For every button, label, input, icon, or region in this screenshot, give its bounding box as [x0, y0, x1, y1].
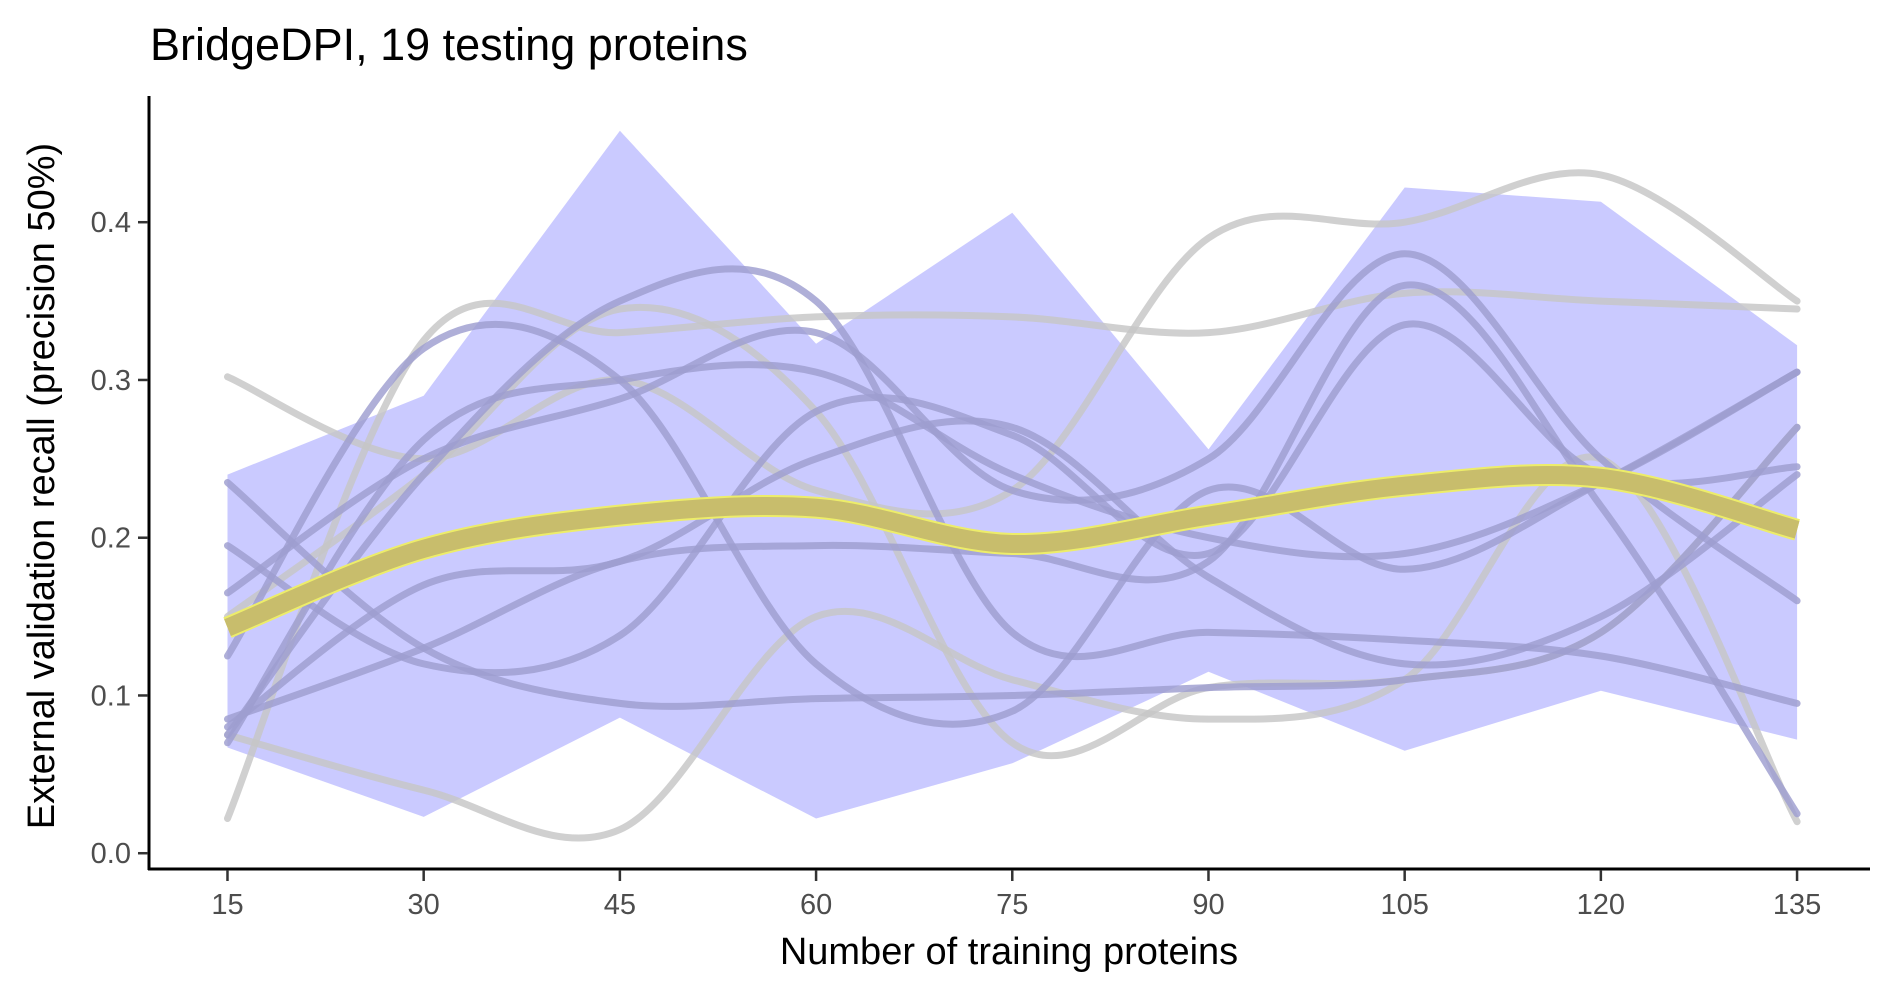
x-tick-label: 60 — [800, 889, 832, 921]
x-tick-label: 105 — [1380, 889, 1428, 921]
series-line-3 — [224, 453, 1801, 842]
series-line-10 — [224, 417, 1801, 731]
x-tick-label: 75 — [996, 889, 1028, 921]
series-line-2 — [224, 288, 1801, 822]
x-tick-label: 45 — [604, 889, 636, 921]
y-axis-ticks: 0.0 0.1 0.2 0.3 0.4 — [91, 207, 148, 870]
x-axis-label: Number of training proteins — [780, 931, 1238, 973]
series-line-7 — [224, 250, 1801, 605]
plot-area — [223, 130, 1801, 842]
series-line-12 — [224, 361, 1801, 747]
x-tick-label: 15 — [211, 889, 243, 921]
x-tick-label: 135 — [1773, 889, 1821, 921]
series-line-6 — [224, 320, 1801, 677]
y-tick-label: 0.0 — [91, 838, 131, 870]
x-tick-label: 90 — [1192, 889, 1224, 921]
x-tick-label: 120 — [1577, 889, 1625, 921]
mean-line — [224, 466, 1800, 636]
y-axis-label: External validation recall (precision 50… — [21, 143, 63, 829]
series-line-11 — [224, 265, 1801, 739]
y-tick-label: 0.4 — [91, 207, 131, 239]
y-tick-label: 0.1 — [91, 680, 131, 712]
y-tick-label: 0.3 — [91, 365, 131, 397]
series-line-8 — [224, 320, 1801, 728]
y-tick-label: 0.2 — [91, 523, 131, 555]
x-tick-label: 30 — [408, 889, 440, 921]
chart-title: BridgeDPI, 19 testing proteins — [150, 19, 748, 70]
x-axis-ticks: 15 30 45 60 75 90 105 120 135 — [211, 870, 1821, 921]
